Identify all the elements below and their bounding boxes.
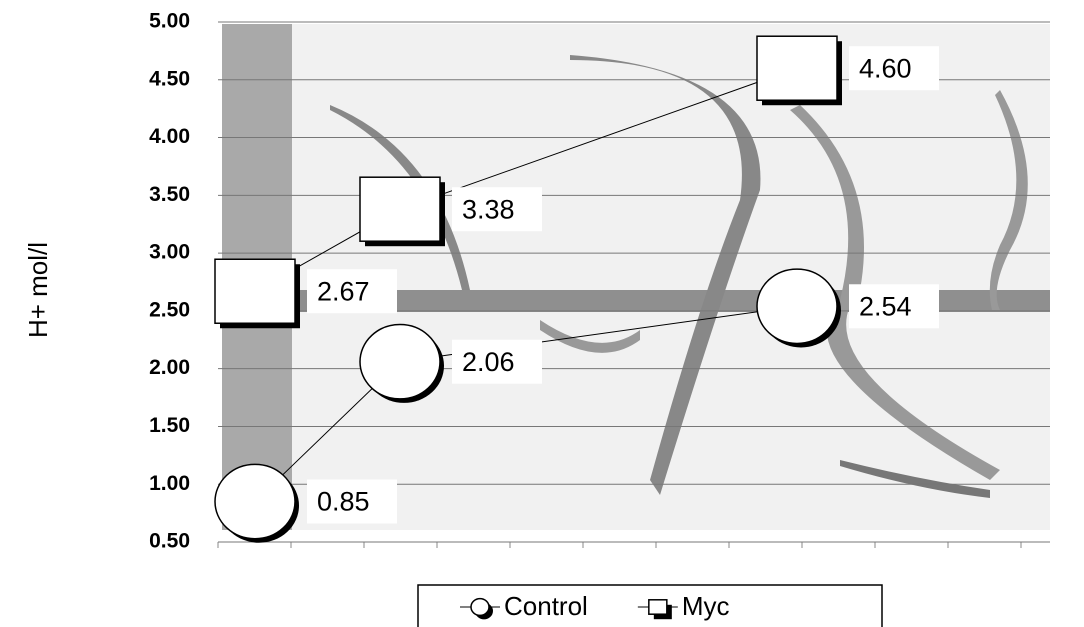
legend-label: Myc	[682, 591, 730, 621]
y-tick-label: 4.50	[149, 67, 190, 90]
legend-marker	[471, 599, 489, 616]
y-tick-label: 0.50	[149, 530, 190, 553]
data-point	[360, 177, 440, 241]
y-tick-label: 3.00	[149, 241, 190, 264]
legend-label: Control	[504, 591, 588, 621]
data-label: 2.06	[462, 347, 515, 377]
data-point	[757, 269, 837, 343]
data-label: 2.67	[317, 276, 370, 306]
y-tick-label: 2.00	[149, 356, 190, 379]
y-tick-label: 4.00	[149, 125, 190, 148]
data-label: 2.54	[859, 291, 912, 321]
y-tick-label: 5.00	[149, 10, 190, 33]
data-point	[215, 259, 295, 323]
y-tick-label: 1.00	[149, 472, 190, 495]
data-point	[757, 36, 837, 100]
legend-marker	[649, 600, 667, 614]
y-tick-label: 1.50	[149, 414, 190, 437]
data-label: 0.85	[317, 487, 370, 517]
data-label: 4.60	[859, 53, 912, 83]
data-point	[215, 464, 295, 538]
y-tick-label: 2.50	[149, 298, 190, 321]
y-tick-label: 3.50	[149, 183, 190, 206]
data-label: 3.38	[462, 194, 515, 224]
y-axis-label: H+ mol/l	[23, 242, 53, 338]
data-point	[360, 325, 440, 399]
chart: H+ mol/l 0.50 1.00 1.50 2.00 2.50 3.00 3.50 4.0…	[0, 0, 1084, 627]
